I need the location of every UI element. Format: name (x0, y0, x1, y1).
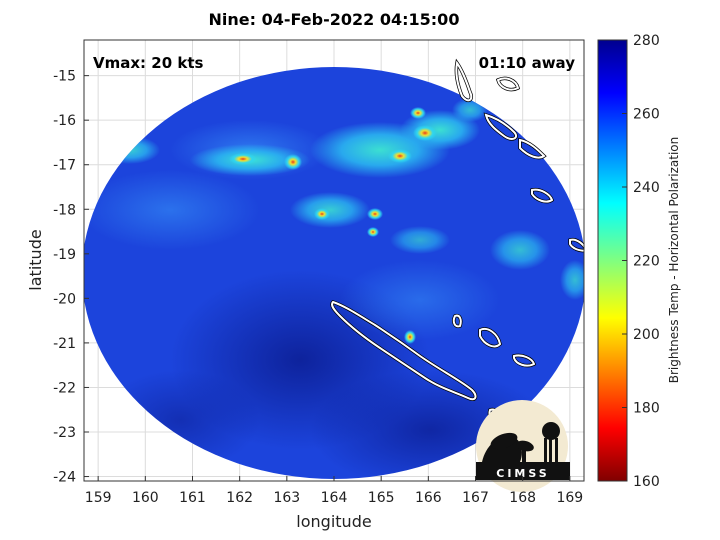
x-tick-label: 167 (462, 490, 489, 506)
time-away-label: 01:10 away (479, 54, 576, 72)
colorbar-tick-label: 240 (633, 180, 660, 196)
y-tick-label: -24 (53, 470, 76, 486)
chart-title: Nine: 04-Feb-2022 04:15:00 (208, 10, 460, 29)
y-tick-label: -21 (53, 336, 76, 352)
y-tick-label: -19 (53, 247, 76, 263)
x-tick-label: 162 (226, 490, 253, 506)
vmax-label: Vmax: 20 kts (93, 54, 203, 72)
x-tick-label: 160 (132, 490, 159, 506)
x-tick-label: 169 (556, 490, 583, 506)
y-tick-label: -23 (53, 425, 76, 441)
colorbar-tick-label: 220 (633, 254, 660, 270)
x-tick-label: 166 (415, 490, 442, 506)
coastlines (330, 58, 584, 423)
y-tick-label: -17 (53, 158, 76, 174)
x-axis-label: longitude (296, 512, 371, 531)
y-tick-label: -22 (53, 380, 76, 396)
y-tick-label: -16 (53, 113, 76, 129)
x-tick-label: 159 (85, 490, 112, 506)
colorbar-tick-label: 280 (633, 33, 660, 49)
y-tick-label: -20 (53, 291, 76, 307)
colorbar-tick-label: 260 (633, 107, 660, 123)
colorbar-ticks: 280 260 240 220 200 180 160 (622, 33, 660, 490)
x-tick-label: 165 (368, 490, 395, 506)
y-tick-label: -18 (53, 202, 76, 218)
colorbar-tick-label: 200 (633, 327, 660, 343)
logo-text: CIMSS (496, 467, 549, 480)
colorbar-tick-label: 160 (633, 474, 660, 490)
colorbar-label: Brightness Temp - Horizontal Polarizatio… (667, 137, 681, 384)
satellite-swath (84, 67, 584, 479)
cimss-logo: CIMSS (476, 400, 570, 492)
y-tick-label: -15 (53, 69, 76, 85)
x-tick-label: 161 (179, 490, 206, 506)
y-axis-label: latitude (26, 229, 45, 290)
colorbar: 280 260 240 220 200 180 160 Brightness Temp - … (597, 33, 681, 490)
x-tick-label: 163 (273, 490, 300, 506)
x-tick-label: 164 (321, 490, 348, 506)
x-ticks: 159 160 161 162 163 164 165 166 167 168 169 (85, 476, 583, 506)
x-tick-label: 168 (509, 490, 536, 506)
y-ticks: -15 -16 -17 -18 -19 -20 -21 -22 -23 -24 (53, 69, 89, 486)
colorbar-tick-label: 180 (633, 401, 660, 417)
